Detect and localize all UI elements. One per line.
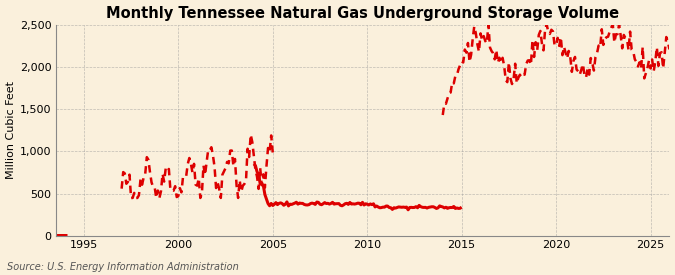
Text: Source: U.S. Energy Information Administration: Source: U.S. Energy Information Administ… — [7, 262, 238, 272]
Title: Monthly Tennessee Natural Gas Underground Storage Volume: Monthly Tennessee Natural Gas Undergroun… — [106, 6, 619, 21]
Y-axis label: Million Cubic Feet: Million Cubic Feet — [5, 81, 16, 179]
